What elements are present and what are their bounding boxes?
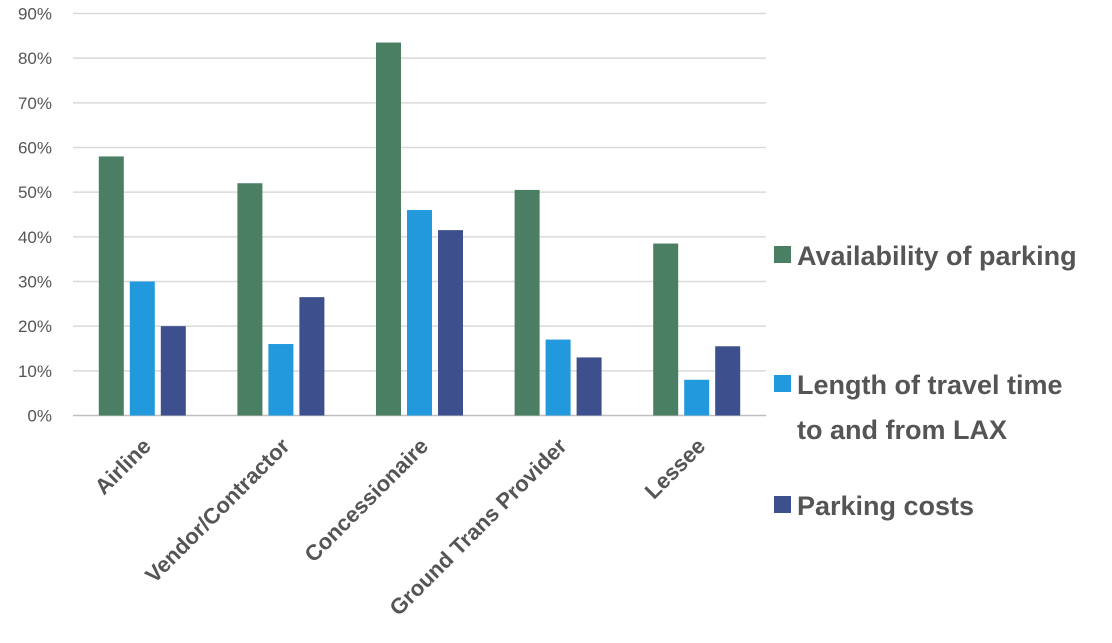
legend-label: Parking costs — [797, 491, 974, 521]
legend-label: Length of travel time — [797, 370, 1063, 400]
y-tick-label: 0% — [27, 407, 52, 426]
bar — [545, 339, 571, 416]
y-tick-label: 90% — [18, 5, 52, 24]
y-tick-label: 20% — [18, 317, 52, 336]
x-tick-label: Lessee — [640, 433, 710, 503]
bar — [407, 210, 432, 416]
bar — [129, 281, 155, 416]
bars — [98, 42, 741, 416]
x-tick-label: Vendor/Contractor — [140, 433, 295, 588]
bar — [160, 326, 186, 416]
y-tick-label: 50% — [18, 183, 52, 202]
y-axis: 0% 10% 20% 30% 40% 50% 60% 70% 80% 90% — [18, 5, 52, 426]
bar — [98, 156, 124, 416]
legend-swatch — [774, 496, 791, 513]
bar — [715, 346, 741, 416]
legend-swatch — [774, 246, 791, 263]
x-tick-label: Concessionaire — [300, 433, 434, 567]
x-tick-label: Airline — [90, 433, 156, 499]
bar — [237, 183, 263, 416]
legend-swatch — [774, 375, 791, 392]
y-tick-label: 30% — [18, 273, 52, 292]
y-tick-label: 80% — [18, 49, 52, 68]
bar — [653, 243, 679, 416]
bar — [514, 189, 540, 416]
legend-label: Availability of parking — [797, 241, 1077, 271]
y-tick-label: 10% — [18, 362, 52, 381]
y-tick-label: 60% — [18, 139, 52, 158]
bar — [376, 42, 401, 416]
legend-label: to and from LAX — [797, 415, 1007, 445]
bar — [684, 379, 710, 416]
legend: Availability of parking Length of travel … — [774, 241, 1077, 521]
bar — [576, 357, 602, 416]
y-tick-label: 70% — [18, 94, 52, 113]
bar — [438, 230, 463, 416]
bar — [268, 344, 294, 416]
y-tick-label: 40% — [18, 228, 52, 247]
bar — [299, 297, 325, 416]
